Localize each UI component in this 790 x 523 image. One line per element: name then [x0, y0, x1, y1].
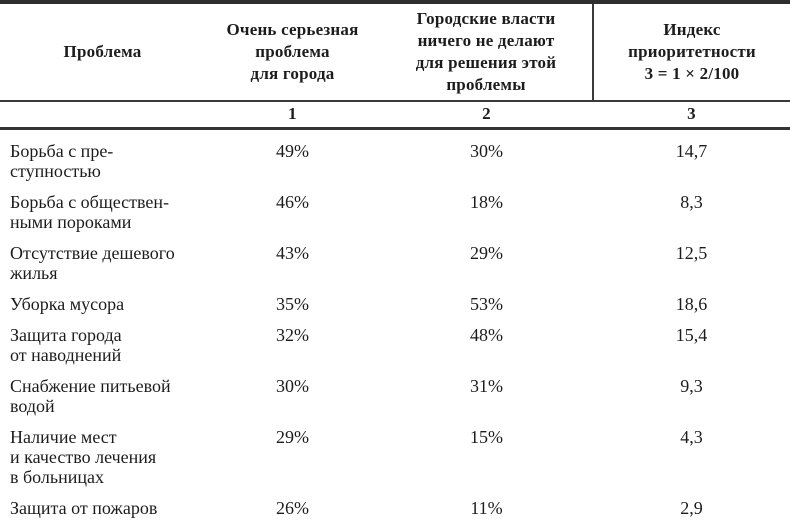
table-row: Защита от пожаров 26% 11% 2,9	[0, 487, 790, 523]
table-row: Уборка мусора 35% 53% 18,6	[0, 283, 790, 314]
column-number-1: 1	[205, 101, 380, 130]
value-cell-3: 9,3	[680, 376, 703, 396]
value-cell-1: 35%	[276, 294, 309, 314]
header-row: Проблема Очень серьезная проблема для го…	[0, 2, 790, 102]
value-cell-2: 31%	[470, 376, 503, 396]
problem-cell: Борьба с обществен- ными пороками	[10, 192, 170, 232]
value-cell-3: 8,3	[680, 192, 703, 212]
header-cell-serious-problem: Очень серьезная проблема для города	[205, 2, 380, 102]
header-cell-authorities-inaction: Городские власти ничего не делают для ре…	[380, 2, 593, 102]
problem-cell: Борьба с пре- ступностью	[10, 141, 114, 181]
table-row: Борьба с пре- ступностью 49% 30% 14,7	[0, 129, 790, 182]
table-row: Борьба с обществен- ными пороками 46% 18…	[0, 181, 790, 232]
column-number-row: 1 2 3	[0, 101, 790, 130]
table-row: Отсутствие дешевого жилья 43% 29% 12,5	[0, 232, 790, 283]
value-cell-3: 4,3	[680, 427, 703, 447]
value-cell-1: 30%	[276, 376, 309, 396]
problem-cell: Защита от пожаров	[10, 498, 158, 518]
column-number-empty	[0, 101, 205, 130]
value-cell-1: 46%	[276, 192, 309, 212]
value-cell-2: 29%	[470, 243, 503, 263]
table-header: Проблема Очень серьезная проблема для го…	[0, 2, 790, 130]
table-body: Борьба с пре- ступностью 49% 30% 14,7 Бо…	[0, 129, 790, 523]
value-cell-2: 53%	[470, 294, 503, 314]
value-cell-1: 43%	[276, 243, 309, 263]
value-cell-3: 2,9	[680, 498, 703, 518]
value-cell-2: 48%	[470, 325, 503, 345]
table-row: Защита города от наводнений 32% 48% 15,4	[0, 314, 790, 365]
column-number-3: 3	[593, 101, 790, 130]
value-cell-1: 26%	[276, 498, 309, 518]
problem-cell: Снабжение питьевой водой	[10, 376, 171, 416]
value-cell-2: 30%	[470, 141, 503, 161]
problem-cell: Отсутствие дешевого жилья	[10, 243, 175, 283]
problem-cell: Уборка мусора	[10, 294, 125, 314]
value-cell-3: 15,4	[675, 325, 708, 345]
value-cell-3: 14,7	[675, 141, 708, 161]
table-row: Наличие мест и качество лечения в больни…	[0, 416, 790, 487]
value-cell-2: 18%	[470, 192, 503, 212]
header-cell-priority-index: Индекс приоритетности 3 = 1 × 2/100	[592, 2, 790, 102]
value-cell-2: 15%	[470, 427, 503, 447]
column-number-2: 2	[380, 101, 593, 130]
table-row: Снабжение питьевой водой 30% 31% 9,3	[0, 365, 790, 416]
header-cell-problem: Проблема	[0, 2, 205, 102]
value-cell-1: 49%	[276, 141, 309, 161]
problem-cell: Наличие мест и качество лечения в больни…	[10, 427, 157, 487]
value-cell-1: 32%	[276, 325, 309, 345]
value-cell-1: 29%	[276, 427, 309, 447]
value-cell-3: 18,6	[675, 294, 708, 314]
value-cell-2: 11%	[470, 498, 503, 518]
problem-cell: Защита города от наводнений	[10, 325, 122, 365]
value-cell-3: 12,5	[675, 243, 708, 263]
